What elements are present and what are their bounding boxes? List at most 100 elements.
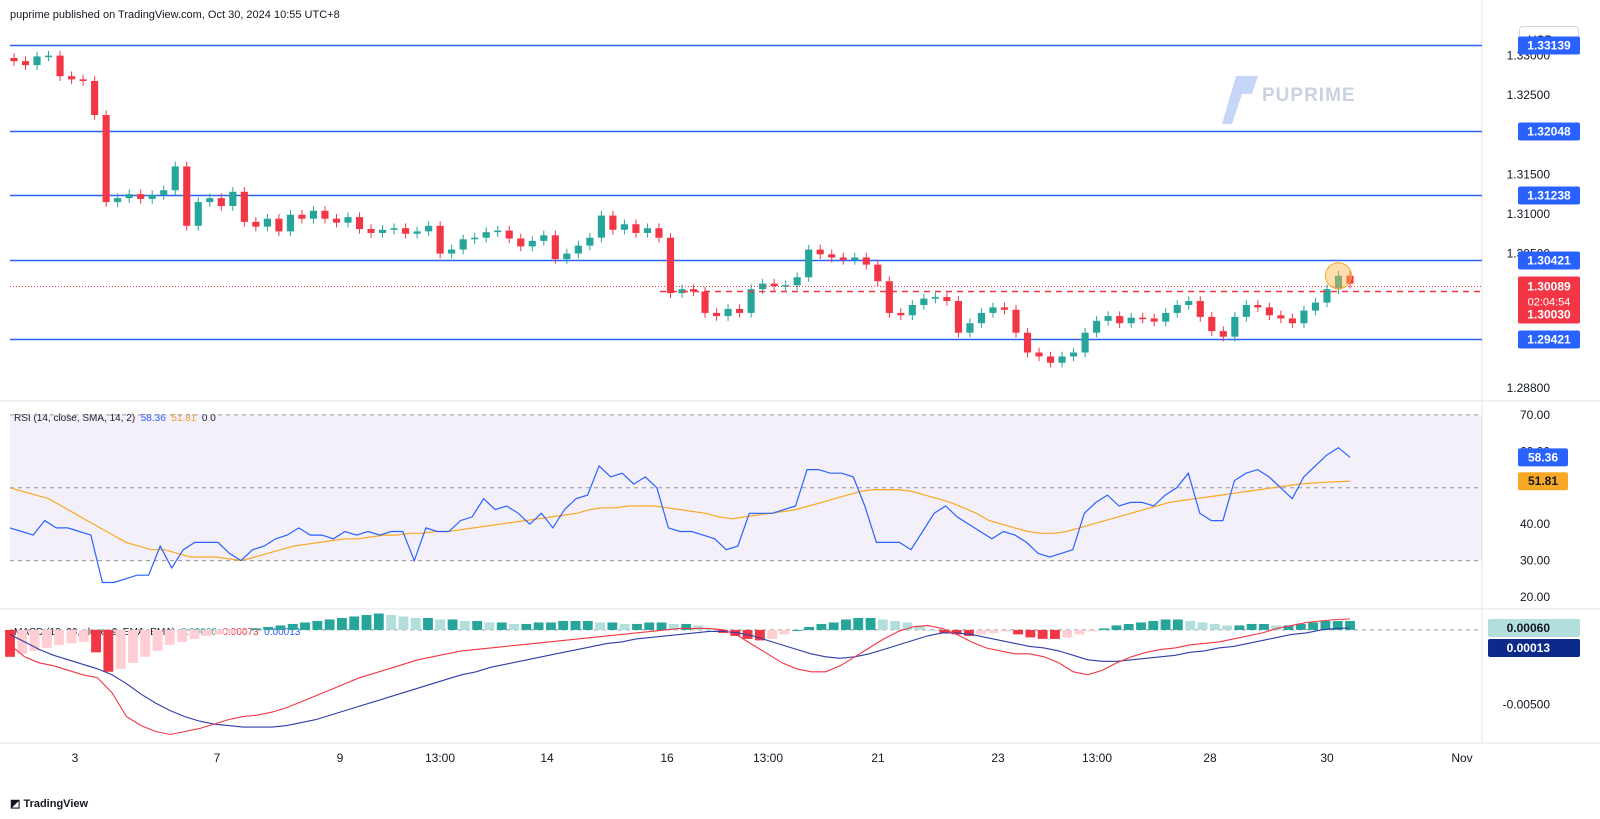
candle (931, 297, 939, 299)
macd-bar (1172, 619, 1183, 630)
candle (378, 229, 387, 233)
rsi-value-label: 58.36 (1528, 450, 1558, 464)
macd-bar (779, 629, 790, 635)
time-tick-label: 28 (1203, 751, 1217, 765)
macd-bar (533, 622, 544, 630)
macd-bar (951, 629, 962, 635)
candle (1323, 289, 1331, 303)
macd-bar (189, 629, 200, 639)
macd-bar (1086, 629, 1097, 632)
candle (505, 230, 513, 239)
price-tick-label: 1.31000 (1507, 207, 1551, 221)
macd-bar (459, 620, 470, 630)
candle (229, 191, 237, 207)
macd-bar (1345, 620, 1355, 630)
candle (459, 239, 467, 250)
candle (160, 190, 168, 195)
macd-bar (337, 617, 347, 630)
candle (793, 277, 801, 286)
time-tick-label: 16 (660, 751, 674, 765)
rsi-tick-label: 30.00 (1520, 554, 1550, 568)
macd-bar (791, 629, 802, 631)
candle (1334, 275, 1343, 290)
candle (977, 312, 986, 324)
candle (413, 231, 421, 234)
macd-signal-legend-value: 0.00013 (264, 627, 301, 638)
macd-bar (914, 625, 925, 630)
macd-bar (607, 622, 618, 630)
candle (805, 249, 813, 278)
candle (1288, 318, 1296, 324)
macd-bar (1050, 629, 1060, 639)
candle (206, 198, 214, 203)
candle (1196, 301, 1204, 317)
macd-bar (300, 622, 310, 630)
macd-bar (1037, 629, 1048, 639)
candle (102, 115, 110, 203)
candle (309, 210, 318, 219)
time-tick-label: 21 (871, 751, 885, 765)
macd-bar (238, 629, 249, 632)
rsi-tick-label: 20.00 (1520, 590, 1550, 604)
publish-header: puprime published on TradingView.com, Oc… (10, 9, 340, 21)
candle (574, 245, 582, 254)
macd-bar (804, 626, 814, 630)
macd-bar (312, 620, 323, 630)
macd-bar (1332, 620, 1343, 630)
macd-bar (1271, 625, 1282, 630)
candle (1185, 301, 1193, 305)
candle (79, 79, 87, 81)
macd-hist-value-tag (1488, 619, 1580, 637)
macd-bar (361, 614, 372, 630)
rsi-line (9, 446, 1351, 584)
candle (966, 323, 974, 333)
tradingview-footer-label: TradingView (23, 798, 89, 810)
macd-bar (582, 620, 593, 630)
macd-bar (17, 629, 28, 654)
candle (517, 238, 525, 247)
rsi-tick-label: 70.00 (1520, 408, 1550, 422)
candle (91, 80, 99, 115)
candle (471, 237, 479, 240)
candle (1070, 352, 1078, 357)
macd-bar (1062, 629, 1073, 638)
candle (908, 305, 916, 316)
macd-bar (152, 629, 163, 651)
macd-hist-value-label: 0.00060 (1507, 621, 1551, 635)
candle (1173, 305, 1181, 313)
candle (1346, 275, 1354, 284)
macd-tick-label: -0.00500 (1503, 698, 1551, 712)
time-tick-label: Nov (1451, 751, 1472, 765)
last-price-label: 1.30089 (1527, 280, 1571, 294)
candle (563, 253, 571, 260)
candle (689, 289, 698, 292)
macd-bar (41, 629, 52, 648)
macd-bar (595, 622, 606, 630)
macd-bar (1222, 625, 1232, 630)
rsi-legend-value: 58.36 (141, 413, 166, 424)
candle (1265, 307, 1273, 316)
candle (321, 210, 329, 219)
candle (68, 76, 76, 80)
macd-bar (1295, 623, 1306, 630)
macd-bar (693, 625, 704, 630)
candle (1081, 332, 1089, 353)
candle (494, 230, 502, 233)
macd-bar (140, 629, 151, 657)
macd-bar (1185, 620, 1196, 630)
candle (1162, 312, 1170, 322)
macd-bar (324, 619, 335, 630)
candle (1012, 309, 1020, 333)
candle (666, 237, 675, 294)
macd-bar (91, 629, 101, 653)
macd-bar (1099, 628, 1110, 630)
macd-bar (656, 622, 667, 630)
macd-bar (828, 622, 839, 630)
candle (137, 194, 145, 199)
candle (402, 228, 410, 234)
level-tag-label: 1.31238 (1527, 189, 1571, 203)
candle (874, 264, 882, 282)
rsi-legend[interactable]: RSI (14, close, SMA, 14, 2) 58.36 51.81 … (14, 413, 216, 424)
macd-bar (472, 620, 483, 630)
